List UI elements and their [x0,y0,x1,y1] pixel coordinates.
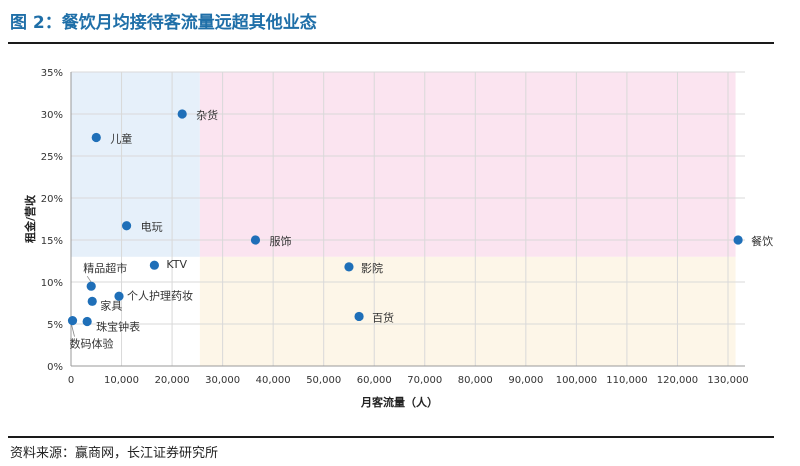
data-label-4: 服饰 [269,234,291,248]
data-label-10: 家具 [100,298,122,312]
y-tick-label: 25% [41,152,63,163]
data-label-11: 百货 [372,310,394,324]
source-note: 资料来源：赢商网，长江证券研究所 [10,446,219,461]
data-label-7: 影院 [361,261,383,275]
data-point-6 [149,260,159,270]
y-tick-label: 15% [41,236,63,247]
x-tick-label: 50,000 [306,375,341,386]
bottom-rule [8,436,774,438]
data-point-7 [344,262,354,272]
y-axis-title: 租金/营收 [23,195,37,243]
data-label-8: 精品超市 [83,261,127,275]
data-label-6: KTV [166,258,187,271]
region-0 [71,72,200,257]
figure-title: 图 2：餐饮月均接待客流量远超其他业态 [10,13,317,33]
x-tick-label: 90,000 [508,375,543,386]
top-rule [8,42,774,44]
data-point-5 [733,235,743,245]
data-label-9: 个人护理药妆 [127,288,193,302]
x-tick-label: 80,000 [458,375,493,386]
data-point-12 [82,316,92,327]
region-2 [199,256,736,366]
y-tick-label: 0% [47,362,63,373]
data-point-3 [121,221,132,231]
x-tick-label: 0 [68,375,74,386]
data-point-10 [87,296,97,306]
x-tick-label: 110,000 [606,375,647,386]
data-point-13 [67,316,78,326]
y-tick-label: 10% [41,278,63,289]
data-point-4 [250,235,261,245]
y-tick-label: 30% [41,110,63,121]
x-tick-label: 100,000 [556,375,597,386]
data-point-9 [114,291,124,301]
x-tick-label: 40,000 [256,375,291,386]
label-leader-line [71,324,75,337]
data-point-1 [177,109,187,119]
x-tick-label: 70,000 [407,375,442,386]
x-tick-label: 20,000 [155,375,190,386]
x-tick-label: 60,000 [357,375,392,386]
x-axis-title: 月客流量（人） [360,395,438,409]
data-point-11 [354,311,364,322]
data-point-8 [86,281,96,291]
data-label-2: 儿童 [110,132,132,146]
data-label-1: 杂货 [196,108,218,122]
x-tick-label: 10,000 [104,375,139,386]
region-1 [199,72,736,257]
data-label-5: 餐饮 [751,234,773,248]
data-point-2 [91,132,101,143]
x-tick-label: 130,000 [707,375,748,386]
label-leader-line [86,275,92,283]
x-tick-label: 120,000 [657,375,698,386]
x-tick-label: 30,000 [205,375,240,386]
data-label-12: 珠宝钟表 [96,319,140,333]
y-tick-label: 5% [47,320,63,331]
y-tick-label: 35% [41,68,63,79]
y-tick-label: 20% [41,194,63,205]
data-label-3: 电玩 [141,221,163,234]
data-label-13: 数码体验 [70,337,114,351]
